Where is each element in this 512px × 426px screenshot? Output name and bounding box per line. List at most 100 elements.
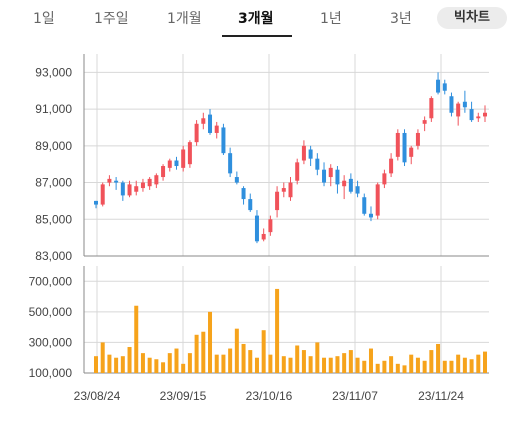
candle-body [127,184,132,196]
volume-bar [201,331,206,373]
volume-bar [409,354,414,373]
volume-bar [100,342,105,373]
candle-body [402,132,407,163]
candle-body [254,215,259,242]
volume-bar [355,357,360,373]
candle-body [187,142,192,165]
candle-body [295,162,300,181]
candle-body [221,127,226,154]
volume-bar [194,334,199,373]
date-tick-label: 23/09/15 [160,389,207,403]
candle-body [456,103,461,117]
candle-body [241,188,246,200]
candle-body [114,180,119,183]
volume-bar [281,356,286,373]
bigchart-button[interactable]: 빅차트 [437,7,507,29]
volume-bar [228,348,233,373]
volume-bar [442,360,447,373]
candle-body [335,169,340,185]
volume-bar [436,343,441,373]
price-tick-label: 91,000 [35,102,72,116]
volume-bar [140,353,145,373]
volume-bar [261,330,266,373]
volume-bar [375,363,380,373]
volume-bar [422,360,427,373]
candle-body [161,166,166,178]
volume-bar [107,354,112,373]
candle-body [308,149,313,159]
candle-body [483,112,487,117]
volume-bar [328,357,333,373]
candle-body [368,213,373,218]
volume-bar [120,356,125,373]
price-tick-label: 83,000 [35,249,72,263]
candle-body [409,147,414,157]
volume-bar [368,348,373,373]
volume-bar [402,365,407,373]
volume-bar [254,357,259,373]
volume-bar [248,350,253,373]
candle-body [194,123,199,143]
volume-bar [161,362,166,373]
date-tick-label: 23/11/24 [418,389,464,403]
volume-bar [456,354,461,373]
volume-bar [241,343,246,373]
volume-tick-label: 100,000 [29,366,73,380]
volume-bar [308,356,313,373]
volume-bar [348,350,353,373]
volume-bar [167,353,172,373]
volume-bar [335,356,340,373]
tab-1week[interactable]: 1주일 [94,11,129,27]
volume-bar [221,354,226,373]
volume-bar [181,363,186,373]
candle-body [342,180,347,187]
price-tick-label: 87,000 [35,176,72,190]
volume-bar [134,305,139,373]
candle-body [120,182,125,196]
candle-body [214,125,219,133]
volume-bar [114,357,119,373]
volume-bar [208,311,213,373]
volume-bar [275,288,280,373]
volume-bar [462,357,467,373]
volume-bar [469,359,474,373]
candle-body [147,178,152,187]
tab-3months[interactable]: 3개월 [238,11,274,27]
candle-body [429,98,434,119]
candle-body [288,182,293,198]
candle-body [362,197,367,214]
candle-body [268,219,273,233]
candle-body [328,167,333,178]
volume-bar [147,357,152,373]
volume-bar [301,350,306,373]
candle-body [281,188,286,192]
price-tick-label: 93,000 [35,65,72,79]
volume-bar [382,360,387,373]
candle-body [107,178,112,183]
candle-body [234,177,239,183]
candle-body [140,182,145,189]
price-tick-label: 89,000 [35,139,72,153]
candle-body [476,116,481,119]
candle-body [154,175,159,185]
candle-body [228,153,233,174]
volume-bar [268,354,273,373]
volume-bar [187,353,192,373]
candle-body [355,186,360,194]
candle-body [322,169,327,183]
candle-body [248,199,253,211]
volume-bar [449,360,454,373]
volume-bar [389,356,394,373]
volume-tick-label: 300,000 [29,335,73,349]
tab-3years[interactable]: 3년 [390,11,412,27]
volume-bar [127,347,132,373]
candle-body [315,158,320,170]
tab-1month[interactable]: 1개월 [167,11,202,27]
candle-body [415,132,420,146]
volume-bar [295,345,300,373]
volume-bar [174,348,179,373]
tab-1day[interactable]: 1일 [33,11,55,27]
tab-1year[interactable]: 1년 [320,11,342,27]
candle-body [422,120,427,124]
